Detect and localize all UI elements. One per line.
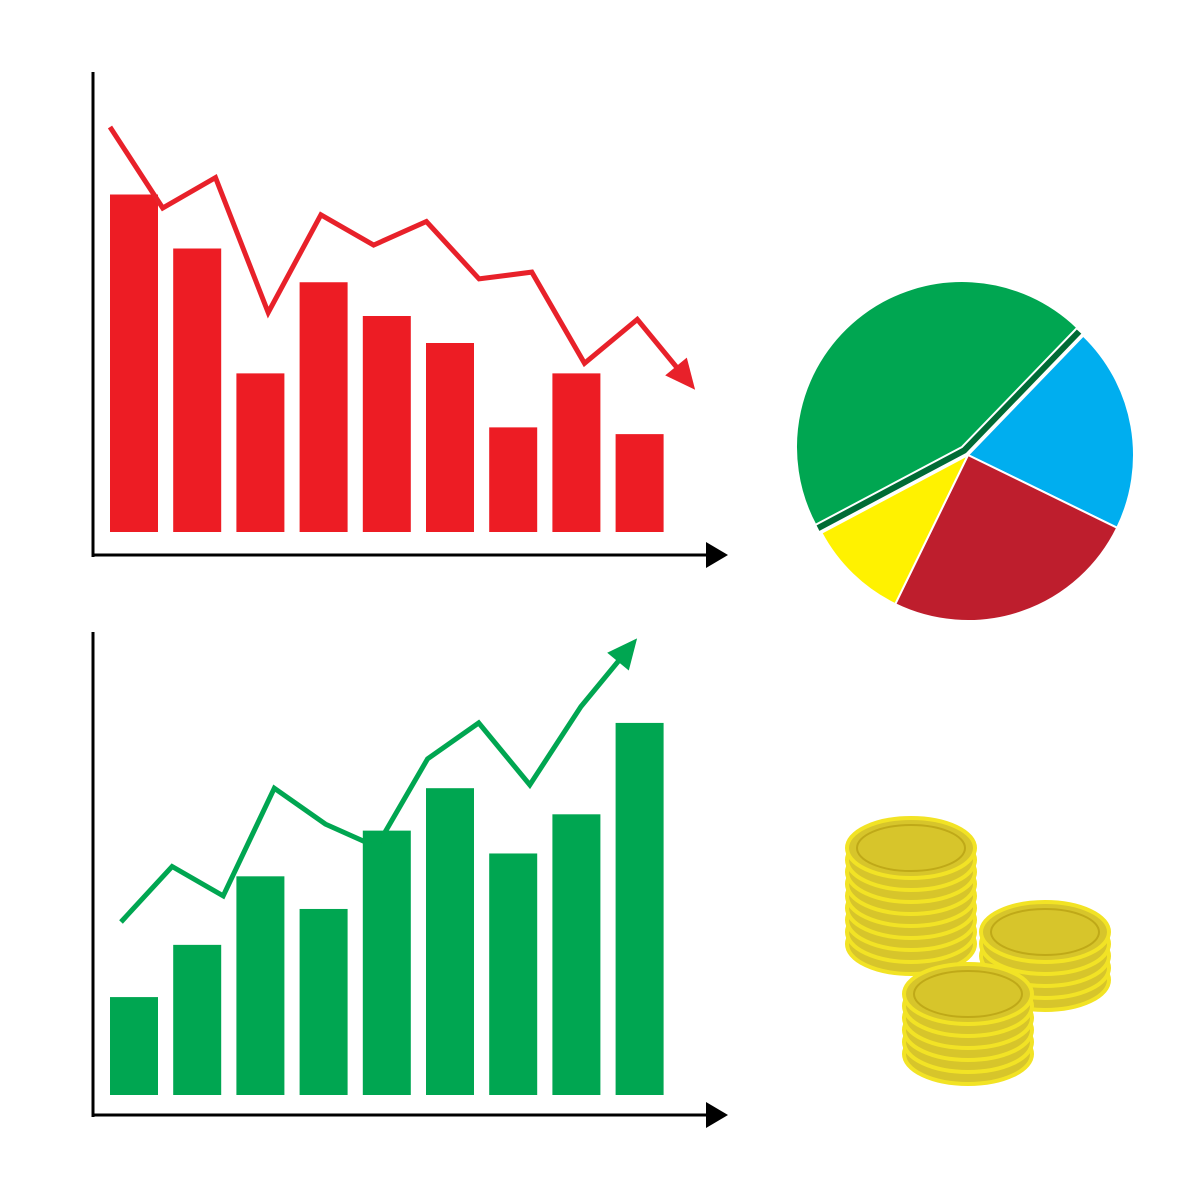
- down-bar-1: [110, 194, 158, 532]
- up-bar-1: [110, 997, 158, 1095]
- coin-2-1: [979, 900, 1111, 964]
- down-chart-x-axis-arrow-icon: [706, 542, 728, 568]
- up-bar-5: [362, 830, 411, 1095]
- down-trend-line: [107, 125, 696, 390]
- down-bar-5: [362, 316, 411, 532]
- up-bar-3: [236, 876, 285, 1095]
- up-chart-axes: [91, 632, 728, 1128]
- coin-stacks-icon: [845, 816, 1111, 1086]
- down-chart-bars: [110, 194, 664, 532]
- up-bar-6: [426, 788, 474, 1095]
- pie-slice-4: [820, 452, 971, 606]
- pie-slice-3: [893, 453, 1119, 623]
- down-bar-8: [552, 373, 601, 532]
- down-bar-3: [236, 373, 285, 532]
- down-bar-9: [615, 434, 664, 532]
- coin-stack-3: [902, 962, 1034, 1086]
- up-bar-7: [489, 853, 538, 1095]
- down-trend-polyline: [107, 125, 692, 386]
- coin-3-1: [902, 962, 1034, 1026]
- up-trend-arrow-icon: [607, 638, 638, 671]
- up-trend-line: [119, 638, 638, 924]
- down-bar-2: [173, 248, 222, 532]
- decreasing-bar-chart: [91, 72, 728, 568]
- up-bar-4: [299, 908, 348, 1095]
- down-bar-4: [299, 282, 348, 532]
- up-bar-8: [552, 814, 601, 1095]
- coin-face-3: [913, 970, 1023, 1018]
- up-bar-9: [615, 722, 664, 1095]
- up-trend-polyline: [119, 643, 634, 924]
- pie-chart: [795, 280, 1135, 623]
- down-chart-axes: [91, 72, 728, 568]
- pie-slice-1: [795, 280, 1079, 527]
- up-chart-x-axis-arrow-icon: [706, 1102, 728, 1128]
- coin-face-2: [990, 908, 1100, 956]
- coin-1-1: [845, 816, 977, 880]
- down-trend-arrow-icon: [665, 357, 696, 390]
- up-bar-2: [173, 944, 222, 1095]
- down-bar-7: [489, 427, 538, 532]
- coin-face-1: [856, 824, 966, 872]
- increasing-bar-chart: [91, 632, 728, 1128]
- pie-slice-2: [966, 334, 1135, 530]
- down-bar-6: [426, 343, 474, 532]
- up-chart-bars: [110, 722, 664, 1095]
- coin-stack-1: [845, 816, 977, 976]
